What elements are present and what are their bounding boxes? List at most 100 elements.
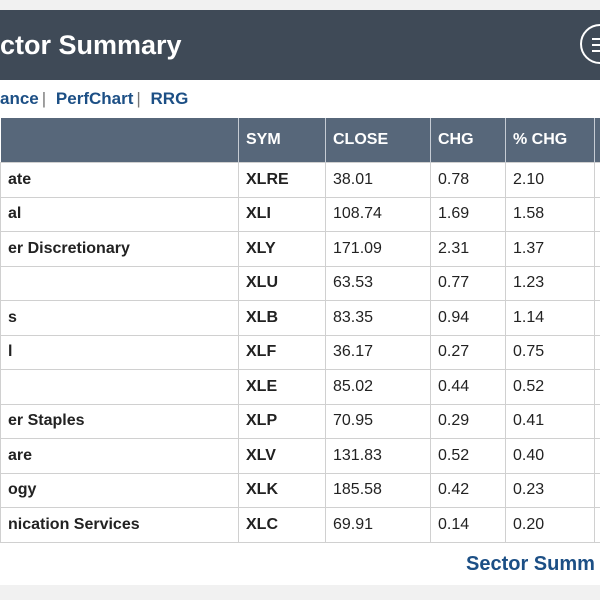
pct-chg-cell-text: 0.41: [513, 412, 545, 430]
table-row[interactable]: are XLV 131.83 0.52 0.40: [0, 438, 600, 474]
extra-cell: [594, 334, 600, 370]
sector-summary-link[interactable]: Sector Summ: [466, 553, 595, 575]
table-row[interactable]: XLU 63.53 0.77 1.23: [0, 265, 600, 301]
sector-name-link-text[interactable]: nication Services: [8, 515, 140, 533]
pct-chg-cell-text: 1.23: [513, 274, 545, 292]
pct-chg-cell: 1.37: [505, 231, 595, 267]
link-perfchart[interactable]: PerfChart: [55, 89, 134, 108]
close-cell: 63.53: [325, 265, 431, 301]
pct-chg-cell-text: 0.20: [513, 515, 545, 533]
close-cell: 171.09: [325, 231, 431, 267]
pct-chg-cell: 0.40: [505, 438, 595, 474]
column-header-extra[interactable]: [594, 118, 600, 163]
page-title: ctor Summary: [0, 30, 182, 60]
sector-name-link[interactable]: er Staples: [0, 403, 239, 439]
column-header-chg[interactable]: CHG: [430, 118, 506, 163]
symbol-cell: XLU: [238, 265, 326, 301]
sector-name-link-text[interactable]: l: [8, 343, 13, 361]
chg-cell: 1.69: [430, 196, 506, 232]
sector-name-link[interactable]: [0, 369, 239, 405]
sector-name-link[interactable]: ate: [0, 162, 239, 198]
pct-chg-cell: 0.75: [505, 334, 595, 370]
symbol-cell: XLP: [238, 403, 326, 439]
pct-chg-cell: 1.23: [505, 265, 595, 301]
symbol-cell-text: XLB: [246, 308, 278, 326]
table-row[interactable]: ate XLRE 38.01 0.78 2.10: [0, 162, 600, 198]
link-performance[interactable]: ance: [0, 89, 39, 108]
chg-cell: 0.44: [430, 369, 506, 405]
symbol-cell-text: XLI: [246, 205, 271, 223]
view-links: ance | PerfChart | RRG: [0, 86, 188, 112]
sector-name-link-text[interactable]: er Staples: [8, 412, 85, 430]
sector-name-link-text[interactable]: al: [8, 205, 22, 223]
symbol-cell: XLC: [238, 507, 326, 543]
close-cell-text: 185.58: [333, 481, 382, 499]
close-cell: 85.02: [325, 369, 431, 405]
table-row[interactable]: nication Services XLC 69.91 0.14 0.20: [0, 507, 600, 543]
close-cell: 69.91: [325, 507, 431, 543]
column-header-close[interactable]: CLOSE: [325, 118, 431, 163]
chg-cell: 2.31: [430, 231, 506, 267]
pct-chg-cell-text: 1.14: [513, 308, 545, 326]
symbol-cell: XLF: [238, 334, 326, 370]
pct-chg-cell-text: 0.40: [513, 446, 545, 464]
chg-cell: 0.27: [430, 334, 506, 370]
column-header-sector[interactable]: [0, 118, 239, 163]
link-separator: |: [136, 89, 141, 108]
table-row[interactable]: l XLF 36.17 0.27 0.75: [0, 334, 600, 370]
chg-cell: 0.77: [430, 265, 506, 301]
symbol-cell-text: XLK: [246, 481, 278, 499]
chg-cell-text: 0.27: [438, 343, 470, 361]
sector-name-link-text[interactable]: ate: [8, 170, 32, 188]
pct-chg-cell-text: 1.58: [513, 205, 545, 223]
symbol-cell-text: XLU: [246, 274, 278, 292]
sector-name-link[interactable]: al: [0, 196, 239, 232]
table-row[interactable]: s XLB 83.35 0.94 1.14: [0, 300, 600, 336]
table-row[interactable]: XLE 85.02 0.44 0.52: [0, 369, 600, 405]
close-cell: 83.35: [325, 300, 431, 336]
table-row[interactable]: er Staples XLP 70.95 0.29 0.41: [0, 403, 600, 439]
pct-chg-cell-text: 1.37: [513, 239, 545, 257]
chg-cell-text: 2.31: [438, 239, 470, 257]
menu-icon[interactable]: [580, 24, 600, 64]
sector-name-link[interactable]: are: [0, 438, 239, 474]
sector-name-link-text[interactable]: er Discretionary: [8, 239, 130, 257]
chg-cell: 0.94: [430, 300, 506, 336]
symbol-cell: XLI: [238, 196, 326, 232]
chg-cell-text: 0.78: [438, 170, 470, 188]
chg-cell: 0.29: [430, 403, 506, 439]
chg-cell-text: 0.77: [438, 274, 470, 292]
symbol-cell-text: XLC: [246, 515, 278, 533]
sector-name-link-text[interactable]: ogy: [8, 481, 37, 499]
close-cell-text: 83.35: [333, 308, 374, 326]
symbol-cell: XLE: [238, 369, 326, 405]
sector-name-link[interactable]: s: [0, 300, 239, 336]
pct-chg-cell: 1.14: [505, 300, 595, 336]
close-cell: 36.17: [325, 334, 431, 370]
close-cell-text: 70.95: [333, 412, 374, 430]
pct-chg-cell-text: 0.75: [513, 343, 545, 361]
sector-name-link[interactable]: er Discretionary: [0, 231, 239, 267]
symbol-cell: XLRE: [238, 162, 326, 198]
column-header-pct-chg[interactable]: % CHG: [505, 118, 595, 163]
table-row[interactable]: er Discretionary XLY 171.09 2.31 1.37: [0, 231, 600, 267]
extra-cell: [594, 472, 600, 508]
sector-table: SYM CLOSE CHG % CHG ate XLRE 38.01 0.78 2.10…: [0, 118, 600, 543]
sector-name-link-text[interactable]: s: [8, 308, 17, 326]
table-row[interactable]: ogy XLK 185.58 0.42 0.23: [0, 472, 600, 508]
extra-cell: [594, 438, 600, 474]
sector-name-link-text[interactable]: are: [8, 446, 33, 464]
sector-name-link[interactable]: [0, 265, 239, 301]
link-rrg[interactable]: RRG: [150, 89, 189, 108]
column-header-sym[interactable]: SYM: [238, 118, 326, 163]
sector-name-link[interactable]: ogy: [0, 472, 239, 508]
symbol-cell: XLK: [238, 472, 326, 508]
table-row[interactable]: al XLI 108.74 1.69 1.58: [0, 196, 600, 232]
symbol-cell: XLY: [238, 231, 326, 267]
extra-cell: [594, 369, 600, 405]
close-cell-text: 38.01: [333, 170, 374, 188]
sector-name-link[interactable]: l: [0, 334, 239, 370]
symbol-cell-text: XLF: [246, 343, 277, 361]
panel-header: ctor Summary: [0, 10, 600, 80]
sector-name-link[interactable]: nication Services: [0, 507, 239, 543]
